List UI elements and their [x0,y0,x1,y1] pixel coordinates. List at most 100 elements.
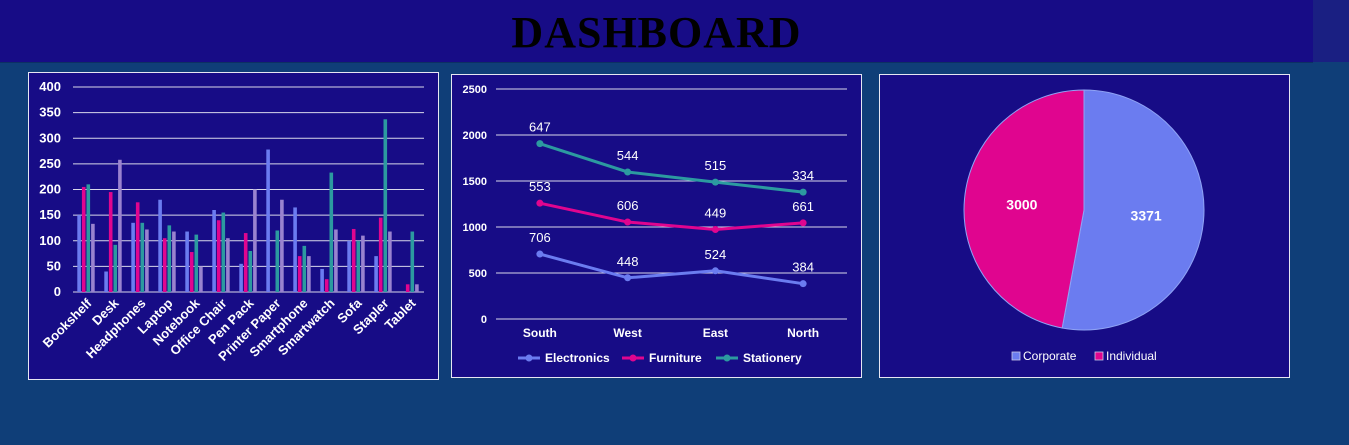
bar [113,244,118,292]
bar [378,217,383,292]
data-label: 449 [705,205,727,220]
data-label: 544 [617,148,639,163]
y-tick-label: 350 [39,105,61,120]
page-title: DASHBOARD [511,8,802,57]
header-corner [1313,0,1349,62]
x-tick-label: Tablet [382,295,419,332]
y-tick-label: 300 [39,130,61,145]
legend-label: Stationery [743,351,802,365]
bar [302,245,307,292]
bar [334,229,338,292]
bar [140,222,145,292]
bar [351,228,356,292]
y-tick-label: 2000 [463,130,487,142]
y-tick-label: 0 [54,284,61,299]
legend-marker [525,354,533,362]
data-point [624,218,632,226]
bar [91,223,95,292]
y-tick-label: 2500 [463,84,487,96]
bar [199,266,203,292]
y-tick-label: 150 [39,207,61,222]
bar [167,225,172,292]
data-label: 515 [705,158,727,173]
data-label: 647 [529,120,551,135]
data-point [624,168,632,176]
bar [388,231,392,292]
category-bar-chart: 050100150200250300350400BookshelfDeskHea… [39,79,424,364]
legend-marker [723,354,731,362]
bar [185,231,189,292]
x-tick-label: East [703,326,728,340]
y-tick-label: 100 [39,233,61,248]
bar [361,235,365,292]
y-tick-label: 1000 [463,222,487,234]
bar [135,202,140,292]
data-label: 606 [617,198,639,213]
series-line [539,252,804,286]
series-line [539,142,804,194]
bar [221,212,226,292]
x-tick-label: Bookshelf [40,295,96,351]
data-point [799,219,807,227]
bar [108,192,113,292]
legend-label: Furniture [649,351,702,365]
bar [275,230,280,292]
bar [131,222,135,292]
bar [307,256,311,292]
bar [194,234,199,292]
bar [189,252,194,292]
legend-swatch [1094,351,1104,361]
bar [405,284,410,292]
bar [329,172,334,292]
bar [212,210,216,292]
series-line [539,201,804,231]
x-tick-label: West [613,326,641,340]
bar [86,184,91,292]
bar [248,251,253,292]
bar [415,284,419,292]
data-point [624,274,632,282]
segment-pie-chart-panel: 3371 3000 Corporate Individual [879,74,1290,378]
pie-slice [1061,89,1205,331]
data-label: 553 [529,179,551,194]
x-tick-label: North [787,326,819,340]
bar [347,240,351,292]
x-tick-label: South [523,326,557,340]
legend-label: Electronics [545,351,610,365]
data-point [536,140,544,148]
legend-swatch [1011,351,1021,361]
bar [253,189,257,292]
data-point [799,188,807,196]
bar [216,220,221,292]
bar [266,149,270,292]
y-tick-label: 200 [39,182,61,197]
y-tick-label: 50 [47,258,61,273]
bar [81,186,86,292]
y-tick-label: 0 [481,314,487,326]
slice-label: 3371 [1131,208,1162,224]
header-bar: DASHBOARD [0,0,1313,63]
bar [374,256,378,292]
bar [356,240,361,292]
bar [293,207,297,292]
bar [243,233,248,292]
data-label: 384 [792,260,814,275]
data-point [799,280,807,288]
data-point [711,178,719,186]
y-tick-label: 1500 [463,176,487,188]
slice-label: 3000 [1006,196,1037,212]
bar [297,256,302,292]
pie-slice [963,89,1085,329]
data-point [711,267,719,275]
data-label: 524 [705,247,727,262]
y-tick-label: 400 [39,79,61,94]
data-point [536,199,544,207]
bar [158,199,162,292]
data-point [536,250,544,258]
region-line-chart-panel: 0 500 1000 1500 2000 2500 South West East North 70… [451,74,862,378]
data-point [711,225,719,233]
bar [324,279,329,292]
bar [226,238,230,292]
legend-label: Individual [1106,349,1157,363]
bar [145,229,149,292]
